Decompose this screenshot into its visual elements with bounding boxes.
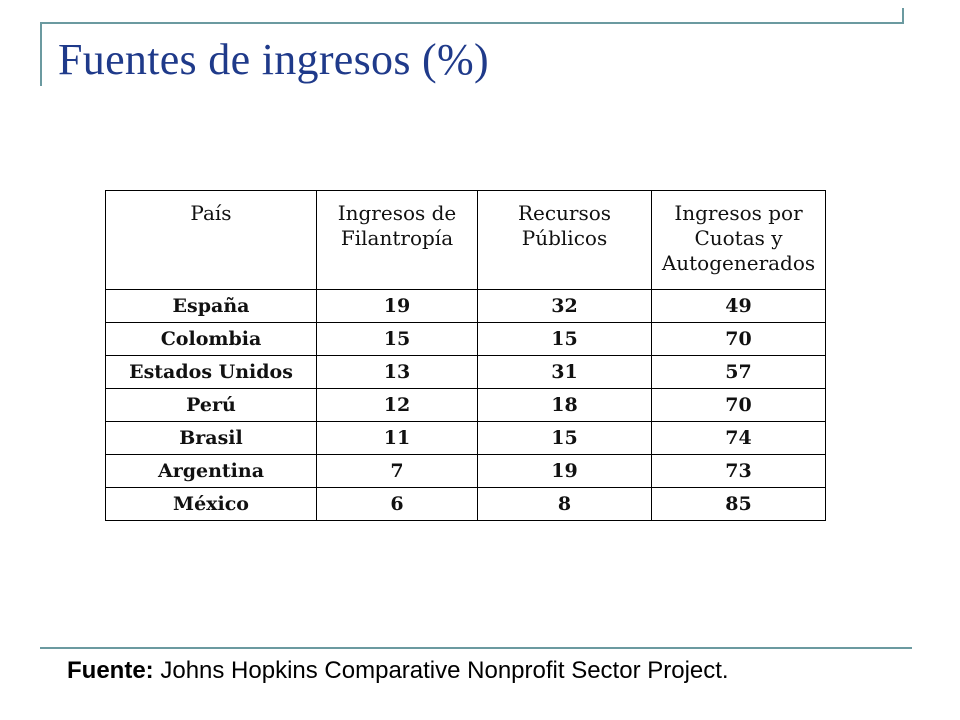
source-note: Fuente: Johns Hopkins Comparative Nonpro… <box>67 657 729 685</box>
cell-country: Argentina <box>105 454 317 488</box>
cell-fees-self-generated: 85 <box>651 487 826 521</box>
table-row: Colombia 15 15 70 <box>105 322 826 356</box>
cell-philanthropy: 13 <box>316 355 478 389</box>
cell-fees-self-generated: 74 <box>651 421 826 455</box>
table-row: Perú 12 18 70 <box>105 388 826 422</box>
footer-rule <box>40 647 912 649</box>
table-row: México 6 8 85 <box>105 487 826 521</box>
income-sources-table: País Ingresos de Filantropía Recursos Pú… <box>105 190 826 521</box>
slide-title: Fuentes de ingresos (%) <box>58 35 489 84</box>
cell-philanthropy: 7 <box>316 454 478 488</box>
cell-fees-self-generated: 70 <box>651 388 826 422</box>
cell-fees-self-generated: 70 <box>651 322 826 356</box>
cell-public-resources: 8 <box>477 487 652 521</box>
cell-country: Estados Unidos <box>105 355 317 389</box>
cell-country: Colombia <box>105 322 317 356</box>
frame-left-rule <box>40 22 42 86</box>
cell-philanthropy: 11 <box>316 421 478 455</box>
frame-right-tick <box>902 8 904 24</box>
cell-philanthropy: 12 <box>316 388 478 422</box>
header-philanthropy: Ingresos de Filantropía <box>316 190 478 290</box>
cell-fees-self-generated: 57 <box>651 355 826 389</box>
cell-fees-self-generated: 49 <box>651 289 826 323</box>
cell-country: Perú <box>105 388 317 422</box>
cell-country: México <box>105 487 317 521</box>
table-row: Argentina 7 19 73 <box>105 454 826 488</box>
table-row: Estados Unidos 13 31 57 <box>105 355 826 389</box>
cell-public-resources: 31 <box>477 355 652 389</box>
header-country: País <box>105 190 317 290</box>
header-public-resources: Recursos Públicos <box>477 190 652 290</box>
table-header-row: País Ingresos de Filantropía Recursos Pú… <box>105 190 826 290</box>
cell-fees-self-generated: 73 <box>651 454 826 488</box>
cell-philanthropy: 19 <box>316 289 478 323</box>
cell-philanthropy: 6 <box>316 487 478 521</box>
cell-public-resources: 15 <box>477 322 652 356</box>
source-label: Fuente: <box>67 657 154 684</box>
source-text: Johns Hopkins Comparative Nonprofit Sect… <box>153 657 729 684</box>
cell-country: España <box>105 289 317 323</box>
table-row: Brasil 11 15 74 <box>105 421 826 455</box>
table-body: España 19 32 49 Colombia 15 15 70 Estados Unidos… <box>105 289 826 521</box>
cell-public-resources: 32 <box>477 289 652 323</box>
cell-philanthropy: 15 <box>316 322 478 356</box>
cell-public-resources: 15 <box>477 421 652 455</box>
frame-top-rule <box>40 22 904 24</box>
table-row: España 19 32 49 <box>105 289 826 323</box>
header-fees-self-generated: Ingresos por Cuotas y Autogenerados <box>651 190 826 290</box>
cell-public-resources: 18 <box>477 388 652 422</box>
cell-country: Brasil <box>105 421 317 455</box>
cell-public-resources: 19 <box>477 454 652 488</box>
